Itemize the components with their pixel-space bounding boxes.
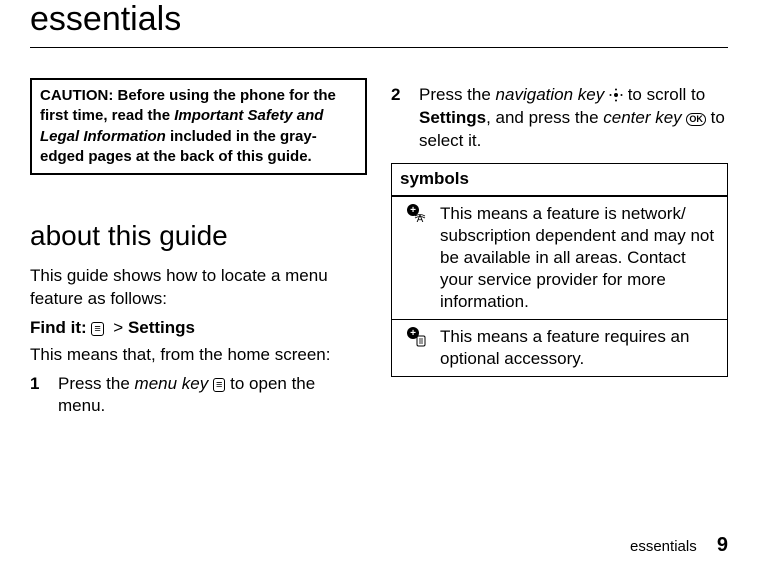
svg-text:+: +: [410, 328, 416, 339]
title-rule: [30, 47, 728, 48]
find-it-label: Find it:: [30, 318, 87, 337]
about-intro: This guide shows how to locate a menu fe…: [30, 265, 367, 311]
steps-list: 1 Press the menu key ≡ to open the menu.: [30, 373, 367, 419]
symbols-row-1: + A This means a feature is network/ sub…: [392, 197, 727, 320]
step-2-text-b: to scroll to: [623, 85, 705, 104]
menu-key-icon: ≡: [91, 322, 103, 336]
symbols-row-2: + This means a feature requires an optio…: [392, 320, 727, 376]
content-columns: CAUTION: Before using the phone for the …: [30, 78, 728, 424]
step-2-settings: Settings: [419, 108, 486, 127]
left-column: CAUTION: Before using the phone for the …: [30, 78, 367, 424]
step-2-navkey: navigation key: [496, 85, 605, 104]
symbols-table: symbols + A This means a feature is netw…: [391, 163, 728, 378]
footer-page-number: 9: [717, 534, 728, 556]
page: essentials CAUTION: Before using the pho…: [0, 0, 758, 565]
about-heading: about this guide: [30, 217, 367, 255]
symbols-row-2-text: This means a feature requires an optiona…: [436, 320, 727, 376]
step-1-text-a: Press the: [58, 374, 135, 393]
right-column: 2 Press the navigation key to scroll to …: [391, 78, 728, 424]
step-2-text: Press the navigation key to scroll to Se…: [419, 84, 728, 153]
caution-label: CAUTION:: [40, 87, 113, 104]
page-title: essentials: [30, 0, 728, 39]
steps-list-continued: 2 Press the navigation key to scroll to …: [391, 84, 728, 153]
step-2-text-c: , and press the: [486, 108, 603, 127]
find-it-line: Find it: ≡ > Settings: [30, 317, 367, 340]
step-2-centerkey: center key: [603, 108, 681, 127]
caution-box: CAUTION: Before using the phone for the …: [30, 78, 367, 175]
means-line: This means that, from the home screen:: [30, 344, 367, 367]
step-1-menu-key: menu key: [135, 374, 209, 393]
network-dependent-icon: + A: [392, 197, 436, 319]
svg-text:A: A: [417, 214, 424, 225]
menu-key-icon: ≡: [213, 378, 225, 392]
center-key-icon: OK: [686, 113, 706, 126]
find-it-target: Settings: [128, 318, 195, 337]
step-2-number: 2: [391, 84, 405, 153]
svg-text:+: +: [410, 205, 416, 216]
step-1: 1 Press the menu key ≡ to open the menu.: [30, 373, 367, 419]
step-2-text-a: Press the: [419, 85, 496, 104]
accessory-required-icon: +: [392, 320, 436, 376]
navigation-key-icon: [609, 86, 623, 100]
page-footer: essentials 9: [630, 534, 728, 557]
step-2: 2 Press the navigation key to scroll to …: [391, 84, 728, 153]
symbols-header: symbols: [392, 164, 727, 197]
step-1-number: 1: [30, 373, 44, 419]
step-1-text: Press the menu key ≡ to open the menu.: [58, 373, 367, 419]
footer-section: essentials: [630, 538, 697, 555]
find-it-separator: >: [113, 318, 123, 337]
symbols-row-1-text: This means a feature is network/ subscri…: [436, 197, 727, 319]
